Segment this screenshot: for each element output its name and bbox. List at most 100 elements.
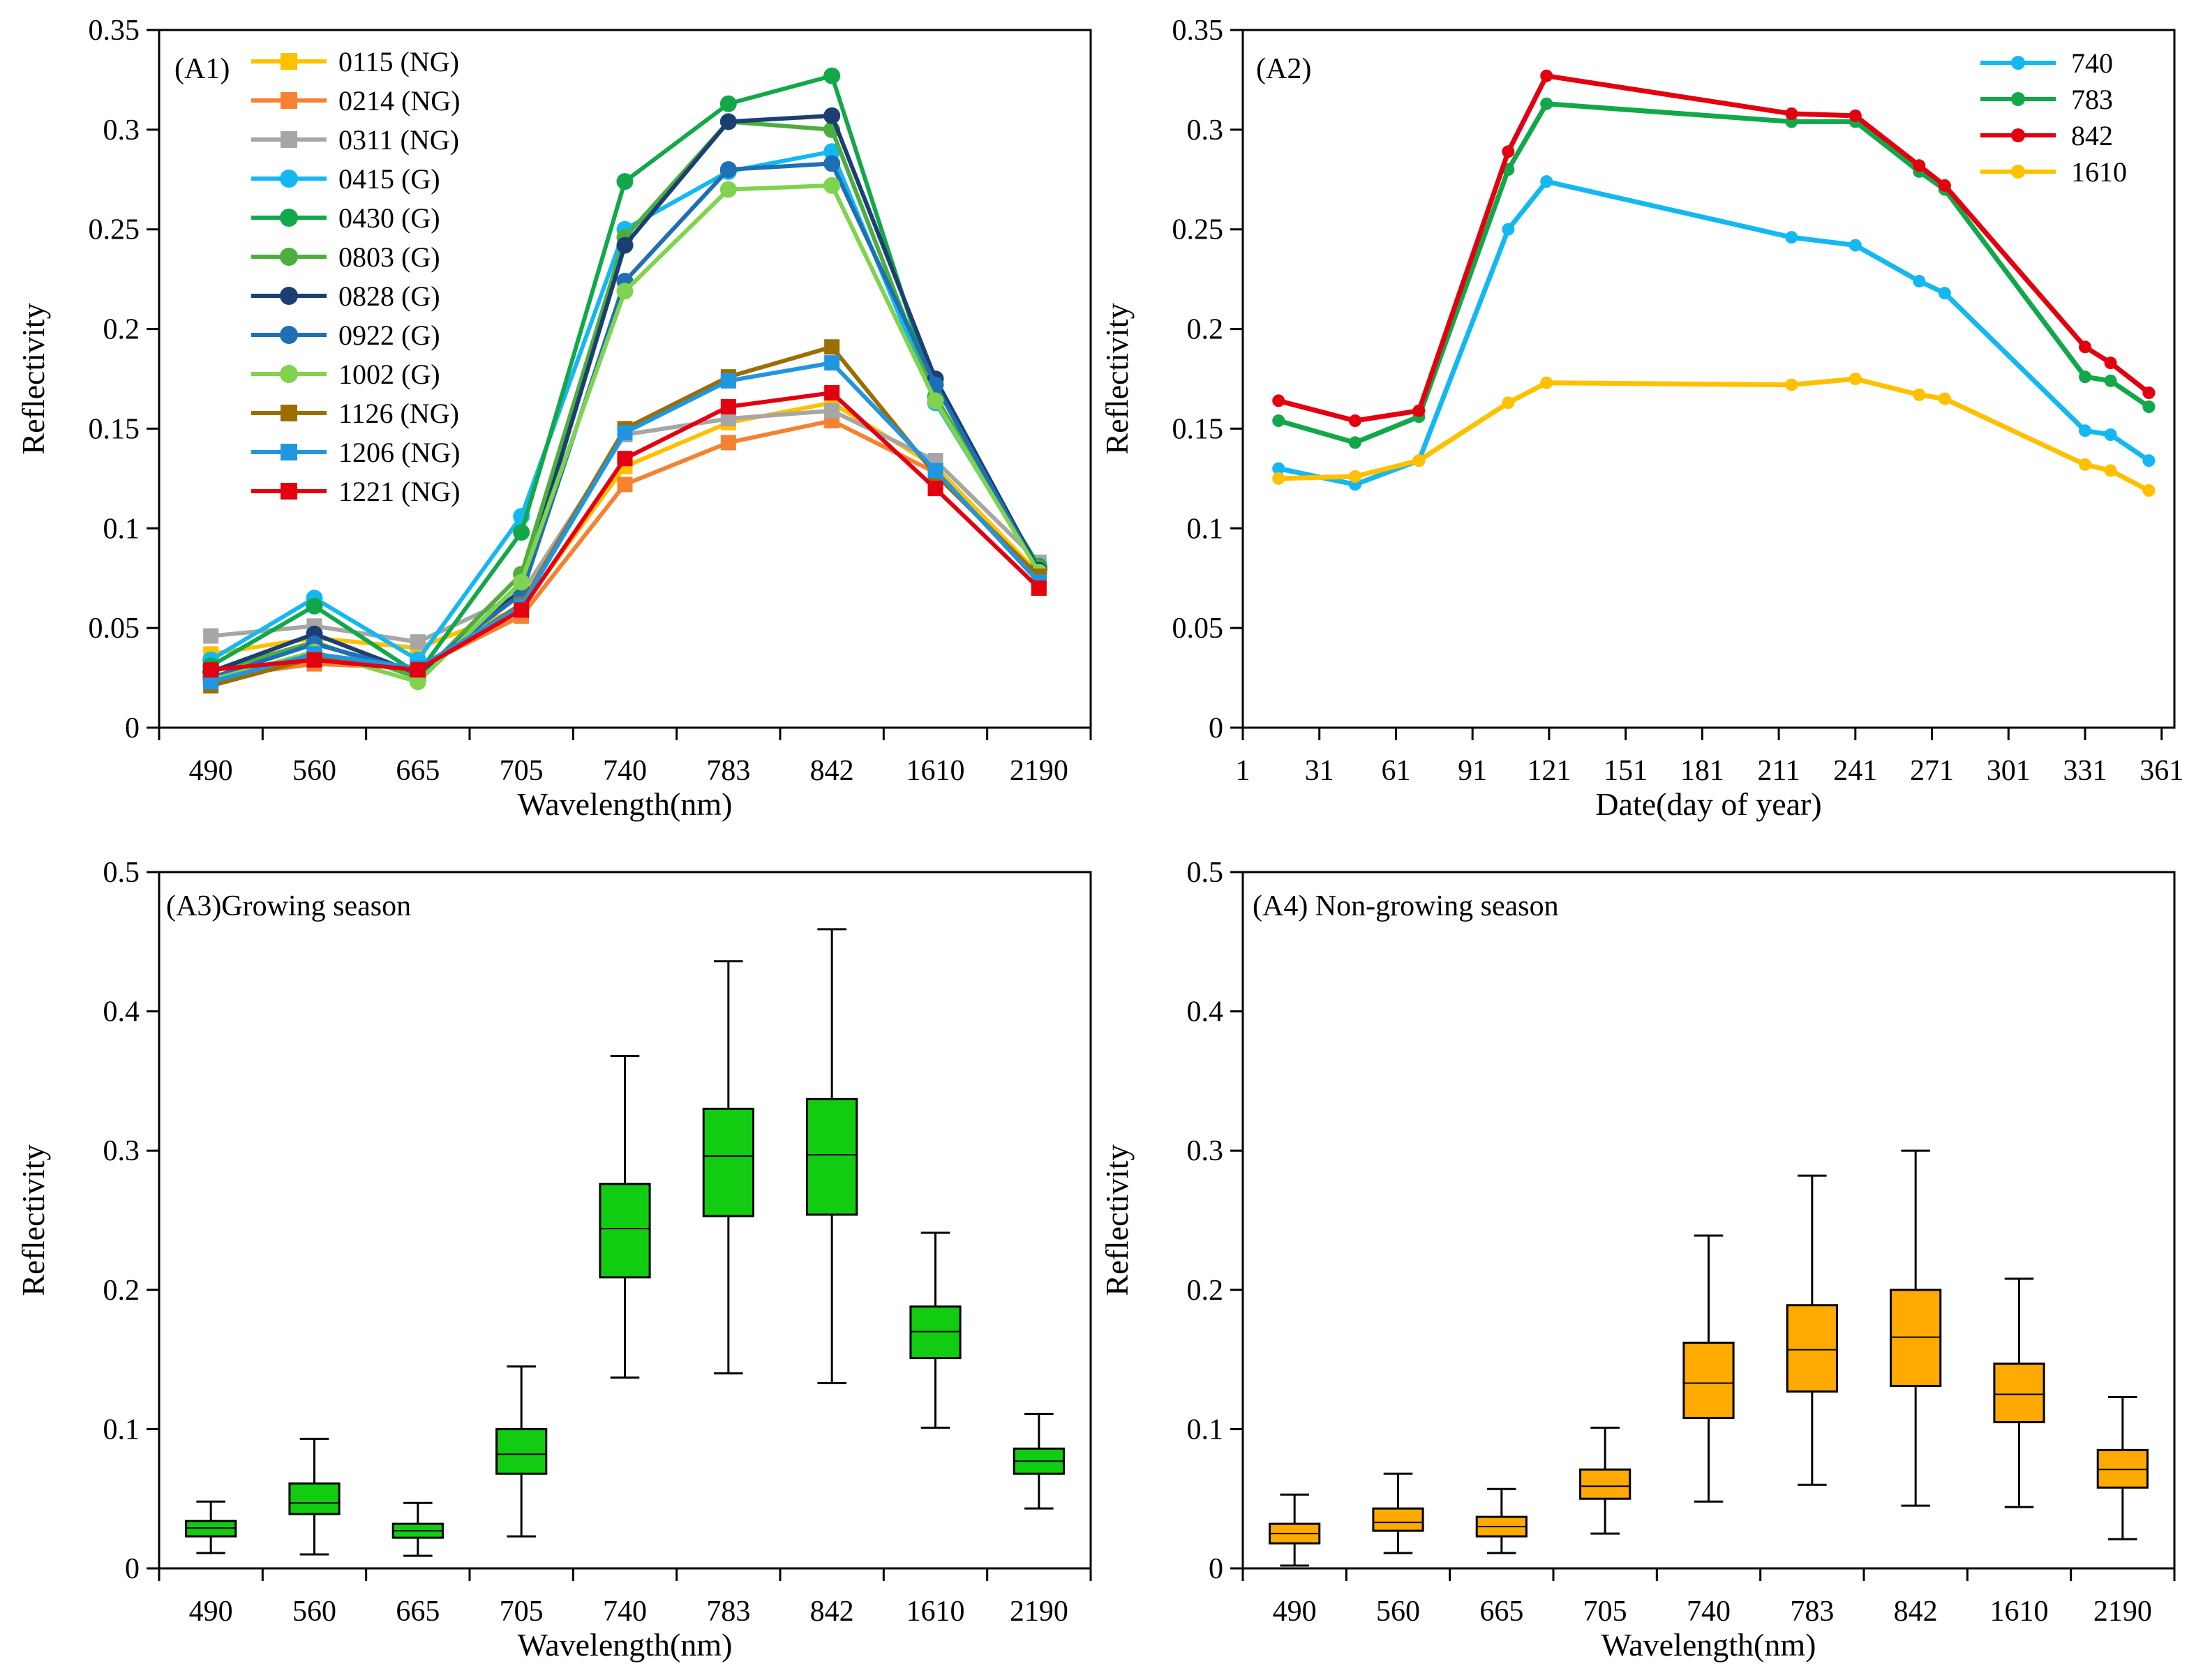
data-point: [513, 573, 530, 591]
legend-marker: [280, 326, 298, 344]
y-tick-label: 0.1: [103, 513, 140, 545]
box-842: [806, 928, 858, 1385]
data-point: [617, 425, 633, 441]
legend-item: 783: [1980, 84, 2113, 115]
x-tick-label: 665: [1479, 1596, 1523, 1628]
data-point: [2142, 454, 2156, 467]
data-point: [617, 477, 633, 493]
data-point: [720, 373, 736, 389]
x-axis-label: Wavelength(nm): [1601, 1627, 1816, 1663]
legend-label: 1126 (NG): [338, 398, 459, 429]
data-point: [720, 411, 736, 427]
data-point: [1031, 580, 1047, 596]
box-783: [702, 960, 754, 1375]
series-740: [1272, 175, 2156, 491]
data-point: [1272, 472, 1285, 485]
x-tick-label: 301: [1987, 755, 2031, 787]
data-point: [1502, 396, 1515, 410]
box-665: [1475, 1487, 1528, 1554]
series-line: [1278, 376, 2151, 493]
data-point: [927, 481, 943, 497]
legend-label: 1206 (NG): [338, 437, 460, 468]
series-line: [1278, 73, 2151, 423]
legend-item: 1126 (NG): [251, 398, 459, 429]
x-tick-label: 1: [1236, 755, 1250, 787]
plot-frame: [158, 871, 1092, 1570]
series-line: [210, 113, 1041, 676]
plot-frame: [1241, 29, 2176, 729]
data-point: [719, 113, 737, 130]
data-point: [719, 161, 737, 178]
legend-marker: [280, 287, 298, 305]
x-tick-label: 271: [1910, 755, 1954, 787]
legend-marker: [2011, 56, 2025, 70]
data-point: [2104, 374, 2117, 387]
data-point: [1849, 373, 1862, 385]
panel-a3: 0 0.1 0.2 0.3 0.4 0.5 Reflectivity 490 560 665 705…: [15, 857, 1092, 1663]
x-tick-label: 151: [1604, 755, 1648, 787]
box-490: [1269, 1493, 1321, 1567]
series-line: [210, 119, 1041, 680]
box-2190: [1013, 1412, 1065, 1510]
data-point: [203, 662, 219, 678]
box-560: [288, 1437, 341, 1556]
y-tick-label: 0.35: [1172, 15, 1224, 47]
x-tick-label: 2190: [1010, 1596, 1068, 1628]
legend-label: 740: [2071, 47, 2113, 79]
data-point: [823, 107, 841, 124]
data-point: [824, 385, 840, 400]
legend-label: 0430 (G): [338, 202, 440, 234]
legend-item: 1206 (NG): [251, 437, 460, 468]
data-point: [2078, 458, 2091, 471]
data-point: [410, 634, 426, 650]
series-line: [210, 408, 1040, 645]
series-842: [1272, 69, 2156, 427]
x-tick-label: 31: [1305, 755, 1334, 787]
box-iqr: [1993, 1363, 2045, 1423]
data-point: [824, 355, 840, 371]
data-point: [203, 628, 219, 644]
y-tick-label: 0.5: [103, 857, 140, 889]
legend-item: 740: [1980, 47, 2113, 79]
legend-marker: [2011, 92, 2025, 106]
series-line: [210, 361, 1041, 684]
data-point: [2142, 387, 2156, 399]
y-tick-label: 0.3: [103, 1135, 140, 1167]
box-842: [1890, 1149, 1942, 1507]
x-tick-label: 705: [500, 755, 544, 787]
data-point: [1348, 414, 1361, 427]
legend-item: 0803 (G): [251, 241, 440, 273]
legend-marker: [2011, 165, 2025, 179]
y-tick-label: 0.4: [103, 996, 140, 1028]
data-point: [1540, 175, 1553, 188]
box-iqr: [806, 1097, 858, 1216]
data-point: [1540, 376, 1553, 389]
data-point: [2142, 400, 2156, 413]
y-tick-label: 0.1: [103, 1413, 140, 1446]
legend-item: 0430 (G): [251, 202, 440, 234]
x-tick-label: 665: [396, 1596, 440, 1628]
series-line: [1278, 179, 2151, 487]
data-point: [1412, 404, 1426, 417]
legend-label: 842: [2071, 120, 2113, 151]
y-axis-label: Reflectivity: [15, 1144, 51, 1296]
data-point: [617, 451, 633, 467]
legend-item: 0828 (G): [251, 280, 440, 312]
box-705: [495, 1365, 548, 1538]
legend-label: 0803 (G): [338, 241, 440, 273]
legend-marker: [281, 92, 297, 109]
x-tick-label: 1610: [1990, 1596, 2049, 1628]
legend-label: 0115 (NG): [338, 46, 459, 77]
data-point: [1540, 69, 1553, 82]
data-point: [1913, 159, 1926, 172]
legend-marker: [281, 483, 297, 500]
data-point: [1540, 97, 1553, 110]
y-tick-label: 0.2: [103, 314, 140, 346]
x-tick-label: 211: [1757, 755, 1800, 787]
y-tick-label: 0.35: [89, 15, 140, 47]
x-tick-label: 705: [1583, 1596, 1627, 1628]
data-point: [2104, 428, 2117, 441]
data-point: [1785, 378, 1798, 391]
legend-label: 1221 (NG): [338, 476, 460, 507]
x-tick-label: 783: [706, 1596, 750, 1628]
